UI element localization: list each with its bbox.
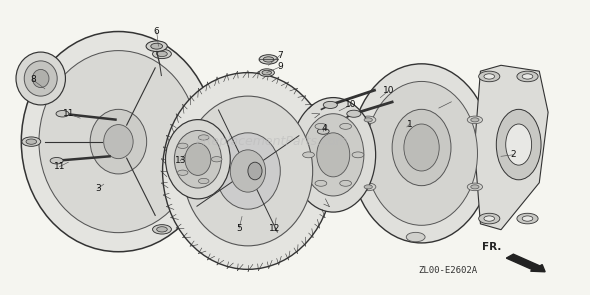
- Ellipse shape: [163, 73, 333, 269]
- Circle shape: [198, 178, 209, 184]
- Ellipse shape: [185, 143, 211, 176]
- Text: 8: 8: [30, 76, 36, 84]
- Ellipse shape: [351, 64, 492, 243]
- Circle shape: [517, 71, 538, 82]
- Text: 6: 6: [154, 27, 159, 36]
- Circle shape: [317, 128, 329, 134]
- Circle shape: [315, 123, 327, 129]
- Ellipse shape: [174, 130, 221, 188]
- Circle shape: [198, 135, 209, 140]
- Circle shape: [153, 225, 171, 234]
- Text: 13: 13: [175, 156, 186, 165]
- Circle shape: [151, 43, 163, 49]
- Ellipse shape: [90, 109, 147, 174]
- Circle shape: [178, 170, 188, 175]
- Ellipse shape: [506, 124, 532, 165]
- Ellipse shape: [366, 81, 477, 225]
- Circle shape: [471, 185, 479, 189]
- Ellipse shape: [24, 61, 57, 96]
- Ellipse shape: [32, 69, 49, 88]
- Circle shape: [26, 139, 37, 144]
- Circle shape: [364, 185, 372, 189]
- Circle shape: [56, 111, 69, 117]
- Ellipse shape: [291, 98, 376, 212]
- Circle shape: [340, 180, 352, 186]
- Text: 9: 9: [277, 62, 283, 71]
- Text: 1: 1: [407, 119, 412, 129]
- Ellipse shape: [303, 114, 364, 196]
- Circle shape: [259, 69, 274, 76]
- Ellipse shape: [39, 51, 198, 233]
- Circle shape: [478, 213, 500, 224]
- Text: eReplacementParts.com: eReplacementParts.com: [195, 135, 348, 148]
- Text: 10: 10: [384, 86, 395, 95]
- Ellipse shape: [230, 150, 266, 192]
- Circle shape: [211, 157, 222, 162]
- Circle shape: [315, 180, 327, 186]
- Circle shape: [360, 116, 376, 124]
- Circle shape: [323, 101, 337, 109]
- Circle shape: [522, 216, 533, 221]
- Circle shape: [471, 118, 479, 122]
- Circle shape: [178, 143, 188, 148]
- Circle shape: [157, 227, 168, 232]
- Circle shape: [484, 74, 494, 79]
- Text: 11: 11: [54, 162, 65, 171]
- Ellipse shape: [496, 109, 541, 180]
- Circle shape: [467, 116, 483, 124]
- Circle shape: [407, 232, 425, 242]
- Ellipse shape: [248, 162, 262, 180]
- Text: 3: 3: [95, 184, 101, 193]
- Text: 10: 10: [345, 100, 357, 109]
- Circle shape: [22, 137, 41, 146]
- Circle shape: [484, 216, 494, 221]
- Text: 11: 11: [63, 109, 74, 118]
- Circle shape: [262, 70, 271, 75]
- Circle shape: [467, 183, 483, 191]
- Text: 2: 2: [510, 150, 516, 159]
- Ellipse shape: [104, 124, 133, 159]
- Ellipse shape: [166, 119, 230, 199]
- Text: FR.: FR.: [481, 242, 501, 252]
- Polygon shape: [474, 65, 548, 230]
- Circle shape: [478, 71, 500, 82]
- Circle shape: [340, 123, 352, 129]
- Circle shape: [364, 118, 372, 122]
- Circle shape: [522, 74, 533, 79]
- Ellipse shape: [16, 52, 65, 105]
- Circle shape: [347, 110, 361, 117]
- Circle shape: [263, 57, 274, 62]
- FancyArrow shape: [506, 254, 545, 272]
- Ellipse shape: [183, 96, 313, 246]
- Ellipse shape: [404, 124, 439, 171]
- Text: 5: 5: [236, 224, 242, 233]
- Circle shape: [303, 152, 314, 158]
- Circle shape: [50, 158, 63, 164]
- Circle shape: [153, 49, 171, 59]
- Ellipse shape: [317, 133, 350, 177]
- Circle shape: [517, 213, 538, 224]
- Text: ZL00-E2602A: ZL00-E2602A: [418, 266, 477, 275]
- Text: 7: 7: [277, 50, 283, 60]
- Circle shape: [352, 152, 364, 158]
- Circle shape: [157, 51, 168, 57]
- Circle shape: [360, 183, 376, 191]
- Ellipse shape: [392, 109, 451, 186]
- Ellipse shape: [21, 32, 215, 252]
- Text: 12: 12: [268, 224, 280, 233]
- Circle shape: [259, 55, 278, 64]
- Circle shape: [146, 41, 168, 52]
- Ellipse shape: [215, 133, 280, 209]
- Text: 4: 4: [322, 124, 327, 133]
